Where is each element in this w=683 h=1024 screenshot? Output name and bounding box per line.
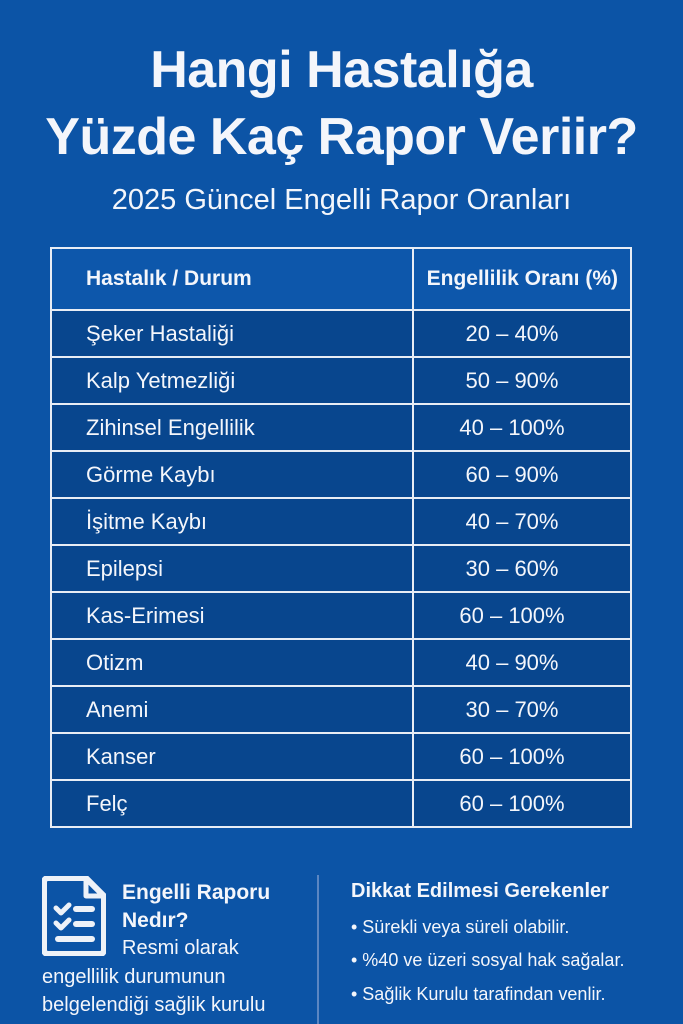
table-row: Anemi 30 – 70%: [50, 685, 632, 734]
bullet-item: • Sürekli veya süreli olabilir.: [351, 917, 570, 937]
column-header-condition: Hastalık / Durum: [50, 247, 414, 311]
table-row: Görme Kaybı 60 – 90%: [50, 450, 632, 499]
condition-cell: Felç: [50, 779, 414, 828]
condition-cell: Epilepsi: [50, 544, 414, 593]
rate-cell: 20 – 40%: [412, 309, 632, 358]
condition-cell: Otizm: [50, 638, 414, 687]
info-left-text-line: Resmi olarak: [122, 937, 239, 959]
condition-cell: İşitme Kaybı: [50, 497, 414, 546]
table-row: Kalp Yetmezliği 50 – 90%: [50, 356, 632, 405]
info-right-title: Dikkat Edilmesi Gerekenler: [351, 880, 609, 902]
condition-cell: Kas-Erimesi: [50, 591, 414, 640]
disability-rate-table: Hastalık / Durum Engellilik Oranı (%) Şe…: [50, 247, 632, 828]
section-divider: [317, 875, 319, 1024]
info-left-text-line: belgelendiği sağlik kurulu: [42, 994, 266, 1016]
rate-cell: 60 – 100%: [412, 732, 632, 781]
rate-cell: 60 – 100%: [412, 591, 632, 640]
rate-cell: 40 – 70%: [412, 497, 632, 546]
bullet-item: • %40 ve üzeri sosyal hak sağalar.: [351, 950, 625, 970]
table-row: Otizm 40 – 90%: [50, 638, 632, 687]
table-row: Kanser 60 – 100%: [50, 732, 632, 781]
bullet-item: • Sağlik Kurulu tarafindan venlir.: [351, 984, 606, 1004]
table-row: Epilepsi 30 – 60%: [50, 544, 632, 593]
rate-cell: 30 – 70%: [412, 685, 632, 734]
title-line-2: Yüzde Kaç Rapor Veriir?: [45, 108, 638, 166]
checklist-document-icon: [41, 875, 107, 957]
rate-cell: 60 – 90%: [412, 450, 632, 499]
subtitle: 2025 Güncel Engelli Rapor Oranları: [111, 184, 572, 216]
condition-cell: Şeker Hastaliği: [50, 309, 414, 358]
table-row: Zihinsel Engellilik 40 – 100%: [50, 403, 632, 452]
table-row: Kas-Erimesi 60 – 100%: [50, 591, 632, 640]
rate-cell: 40 – 90%: [412, 638, 632, 687]
condition-cell: Kanser: [50, 732, 414, 781]
info-left-title: Engelli Raporu Nedır?: [122, 881, 271, 932]
info-left-text-line: engellilik durumunun: [42, 966, 226, 988]
rate-cell: 40 – 100%: [412, 403, 632, 452]
title-line-1: Hangi Hastalığa: [150, 41, 533, 99]
table-row: İşitme Kaybı 40 – 70%: [50, 497, 632, 546]
rate-cell: 50 – 90%: [412, 356, 632, 405]
rate-cell: 30 – 60%: [412, 544, 632, 593]
rate-cell: 60 – 100%: [412, 779, 632, 828]
table-row: Felç 60 – 100%: [50, 779, 632, 828]
table-row: Şeker Hastaliği 20 – 40%: [50, 309, 632, 358]
condition-cell: Görme Kaybı: [50, 450, 414, 499]
condition-cell: Zihinsel Engellilik: [50, 403, 414, 452]
column-header-rate: Engellilik Oranı (%): [412, 247, 632, 311]
table-header-row: Hastalık / Durum Engellilik Oranı (%): [50, 247, 632, 311]
condition-cell: Kalp Yetmezliği: [50, 356, 414, 405]
condition-cell: Anemi: [50, 685, 414, 734]
